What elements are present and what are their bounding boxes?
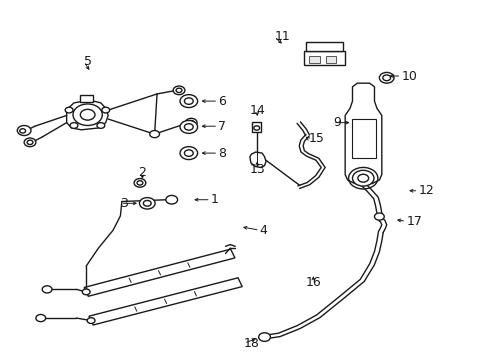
Polygon shape [84,249,235,296]
Text: 16: 16 [306,276,321,289]
Circle shape [383,75,391,81]
Text: 12: 12 [418,184,434,197]
Circle shape [17,126,31,135]
Text: 18: 18 [244,337,260,350]
Text: 17: 17 [406,215,422,228]
Circle shape [185,118,197,127]
Text: 13: 13 [249,163,265,176]
Circle shape [36,315,46,321]
Bar [306,42,343,51]
Circle shape [82,289,90,295]
Circle shape [73,104,102,126]
Text: 5: 5 [84,55,92,68]
Bar [252,122,261,132]
Circle shape [180,95,197,108]
Bar [310,55,320,63]
Text: 9: 9 [333,116,341,129]
Bar [326,55,336,63]
Circle shape [134,179,146,187]
Text: 14: 14 [249,104,265,117]
Circle shape [42,286,52,293]
Circle shape [374,213,384,220]
Circle shape [65,107,73,113]
Circle shape [176,88,182,93]
Polygon shape [89,278,242,325]
Text: 4: 4 [260,224,268,237]
Circle shape [20,129,25,133]
Circle shape [184,98,193,104]
Circle shape [180,121,197,134]
Text: 6: 6 [218,95,226,108]
Text: 11: 11 [274,30,290,43]
Circle shape [24,138,36,147]
Circle shape [144,201,151,206]
Circle shape [166,195,177,204]
Circle shape [27,140,33,144]
Text: 3: 3 [121,197,128,210]
Circle shape [97,123,105,129]
Circle shape [358,174,368,182]
Circle shape [184,150,193,156]
Circle shape [70,123,78,129]
Circle shape [102,107,110,113]
Text: 1: 1 [211,193,219,206]
Polygon shape [345,83,382,184]
Circle shape [254,126,260,130]
Circle shape [140,198,155,209]
Bar [80,95,93,102]
Circle shape [379,72,394,83]
Text: 7: 7 [218,120,226,133]
Circle shape [173,86,185,95]
Circle shape [188,121,194,125]
Text: 8: 8 [218,147,226,159]
Text: 15: 15 [309,132,324,145]
Circle shape [259,333,270,341]
Bar [304,51,345,65]
Circle shape [180,147,197,159]
Circle shape [137,181,143,185]
Circle shape [80,109,95,120]
Circle shape [352,170,374,186]
Circle shape [150,131,159,138]
Polygon shape [250,152,266,167]
Polygon shape [67,101,108,130]
Bar [351,119,376,158]
Circle shape [184,124,193,130]
Text: 10: 10 [401,69,417,82]
Text: 2: 2 [139,166,147,179]
Circle shape [87,318,95,323]
